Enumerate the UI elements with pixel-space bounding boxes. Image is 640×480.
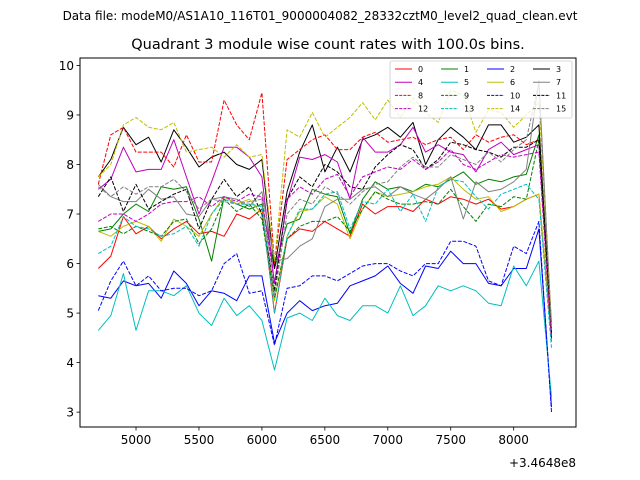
legend-label-10: 10 [510, 91, 520, 100]
y-tick-label: 9 [66, 108, 74, 122]
x-tick-label: 5000 [121, 433, 152, 447]
series-line-12 [98, 149, 552, 343]
x-tick-label: 5500 [184, 433, 215, 447]
series-line-1 [98, 134, 552, 324]
y-tick-label: 3 [66, 406, 74, 420]
y-tick-label: 5 [66, 307, 74, 321]
legend-label-8: 8 [418, 91, 423, 100]
chart-title: Quadrant 3 module wise count rates with … [131, 37, 525, 53]
y-tick-label: 4 [66, 356, 74, 370]
x-tick-label: 6000 [247, 433, 278, 447]
legend-label-7: 7 [556, 78, 561, 87]
axes-frame [79, 57, 577, 428]
legend-label-12: 12 [418, 105, 428, 114]
y-tick-label: 8 [66, 158, 74, 172]
x-tick-label: 6500 [310, 433, 341, 447]
legend-label-5: 5 [464, 78, 469, 87]
series-line-8 [97, 92, 552, 338]
legend-label-1: 1 [464, 65, 469, 74]
data-layer [97, 79, 552, 413]
legend-label-0: 0 [418, 65, 423, 74]
legend-box [389, 60, 573, 119]
legend-label-14: 14 [510, 105, 520, 114]
y-tick-label: 7 [66, 208, 74, 222]
legend-label-13: 13 [464, 105, 474, 114]
plot-area [80, 58, 576, 427]
series-line-13 [98, 178, 552, 348]
legend-label-15: 15 [556, 105, 566, 114]
x-tick-label: 7500 [435, 433, 466, 447]
y-tick-label: 6 [66, 257, 74, 271]
series-line-11 [97, 139, 552, 333]
series-line-5 [97, 260, 552, 398]
series-line-7 [97, 79, 552, 328]
chart-suptitle: Data file: modeM0/AS1A10_116T01_90000040… [63, 9, 578, 23]
series-line-14 [97, 89, 552, 324]
series-line-15 [97, 82, 552, 328]
x-tick-label: 8000 [498, 433, 529, 447]
y-tick-label: 10 [59, 59, 74, 73]
legend-label-3: 3 [556, 65, 561, 74]
series-line-2 [98, 228, 552, 408]
legend-label-11: 11 [556, 91, 566, 100]
series-line-10 [97, 220, 552, 413]
legend-label-6: 6 [510, 78, 515, 87]
x-axis: 5000 5500 6000 6500 7000 7500 8000 [121, 427, 529, 447]
x-tick-label: 7000 [373, 433, 404, 447]
y-axis: 3 4 5 6 7 8 9 10 [59, 59, 80, 420]
legend-label-4: 4 [418, 78, 423, 87]
series-line-6 [98, 176, 552, 333]
series-line-4 [97, 126, 552, 333]
series-line-9 [98, 139, 552, 338]
legend-label-9: 9 [464, 91, 469, 100]
x-offset-label: +3.4648e8 [509, 456, 576, 470]
legend-label-2: 2 [510, 65, 515, 74]
